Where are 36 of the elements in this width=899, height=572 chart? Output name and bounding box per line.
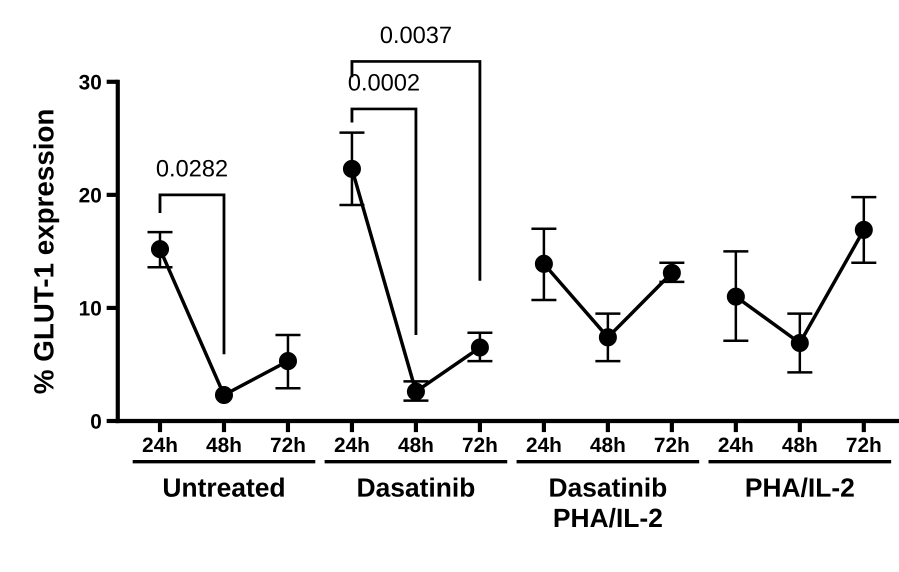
- y-tick-label: 20: [79, 188, 101, 203]
- x-tick-label: 72h: [654, 436, 689, 452]
- x-tick-label: 48h: [590, 436, 625, 452]
- y-tick-label: 10: [80, 300, 101, 316]
- x-tick-label: 72h: [846, 436, 880, 452]
- x-tick-label: 24h: [718, 436, 753, 452]
- point: [598, 328, 617, 346]
- x-tick-label: 48h: [398, 436, 433, 452]
- point: [790, 334, 809, 352]
- y-tick-label: 0: [91, 414, 101, 429]
- point: [726, 288, 745, 306]
- annotation: 0.0282: [156, 160, 227, 177]
- point: [470, 338, 489, 357]
- text: 0.0037: [380, 26, 451, 44]
- x-tick-label: 72h: [270, 436, 305, 452]
- point: [150, 240, 170, 258]
- point: [342, 160, 361, 178]
- x-tick-label: 24h: [142, 436, 177, 452]
- x-tick-label: 72h: [462, 436, 497, 452]
- text: Untreated: [164, 478, 284, 497]
- x-tick-label: 24h: [526, 436, 561, 452]
- point: [854, 220, 873, 239]
- point: [534, 254, 553, 273]
- point: [662, 264, 681, 282]
- point: [406, 382, 425, 401]
- y-tick-label: 30: [79, 74, 101, 90]
- text: Dasatinib PHA/IL-2: [550, 478, 666, 528]
- x-tick-label: 48h: [782, 436, 816, 452]
- x-tick-label: 24h: [334, 436, 369, 452]
- text: PHA/IL-2: [746, 478, 854, 498]
- text: Dasatinib: [358, 478, 474, 497]
- point: [214, 386, 234, 404]
- point: [278, 352, 297, 370]
- annotation: 0.0002: [348, 74, 419, 91]
- x-tick-label: 48h: [206, 436, 241, 452]
- y-axis-title: % GLUT-1 expression: [33, 110, 60, 394]
